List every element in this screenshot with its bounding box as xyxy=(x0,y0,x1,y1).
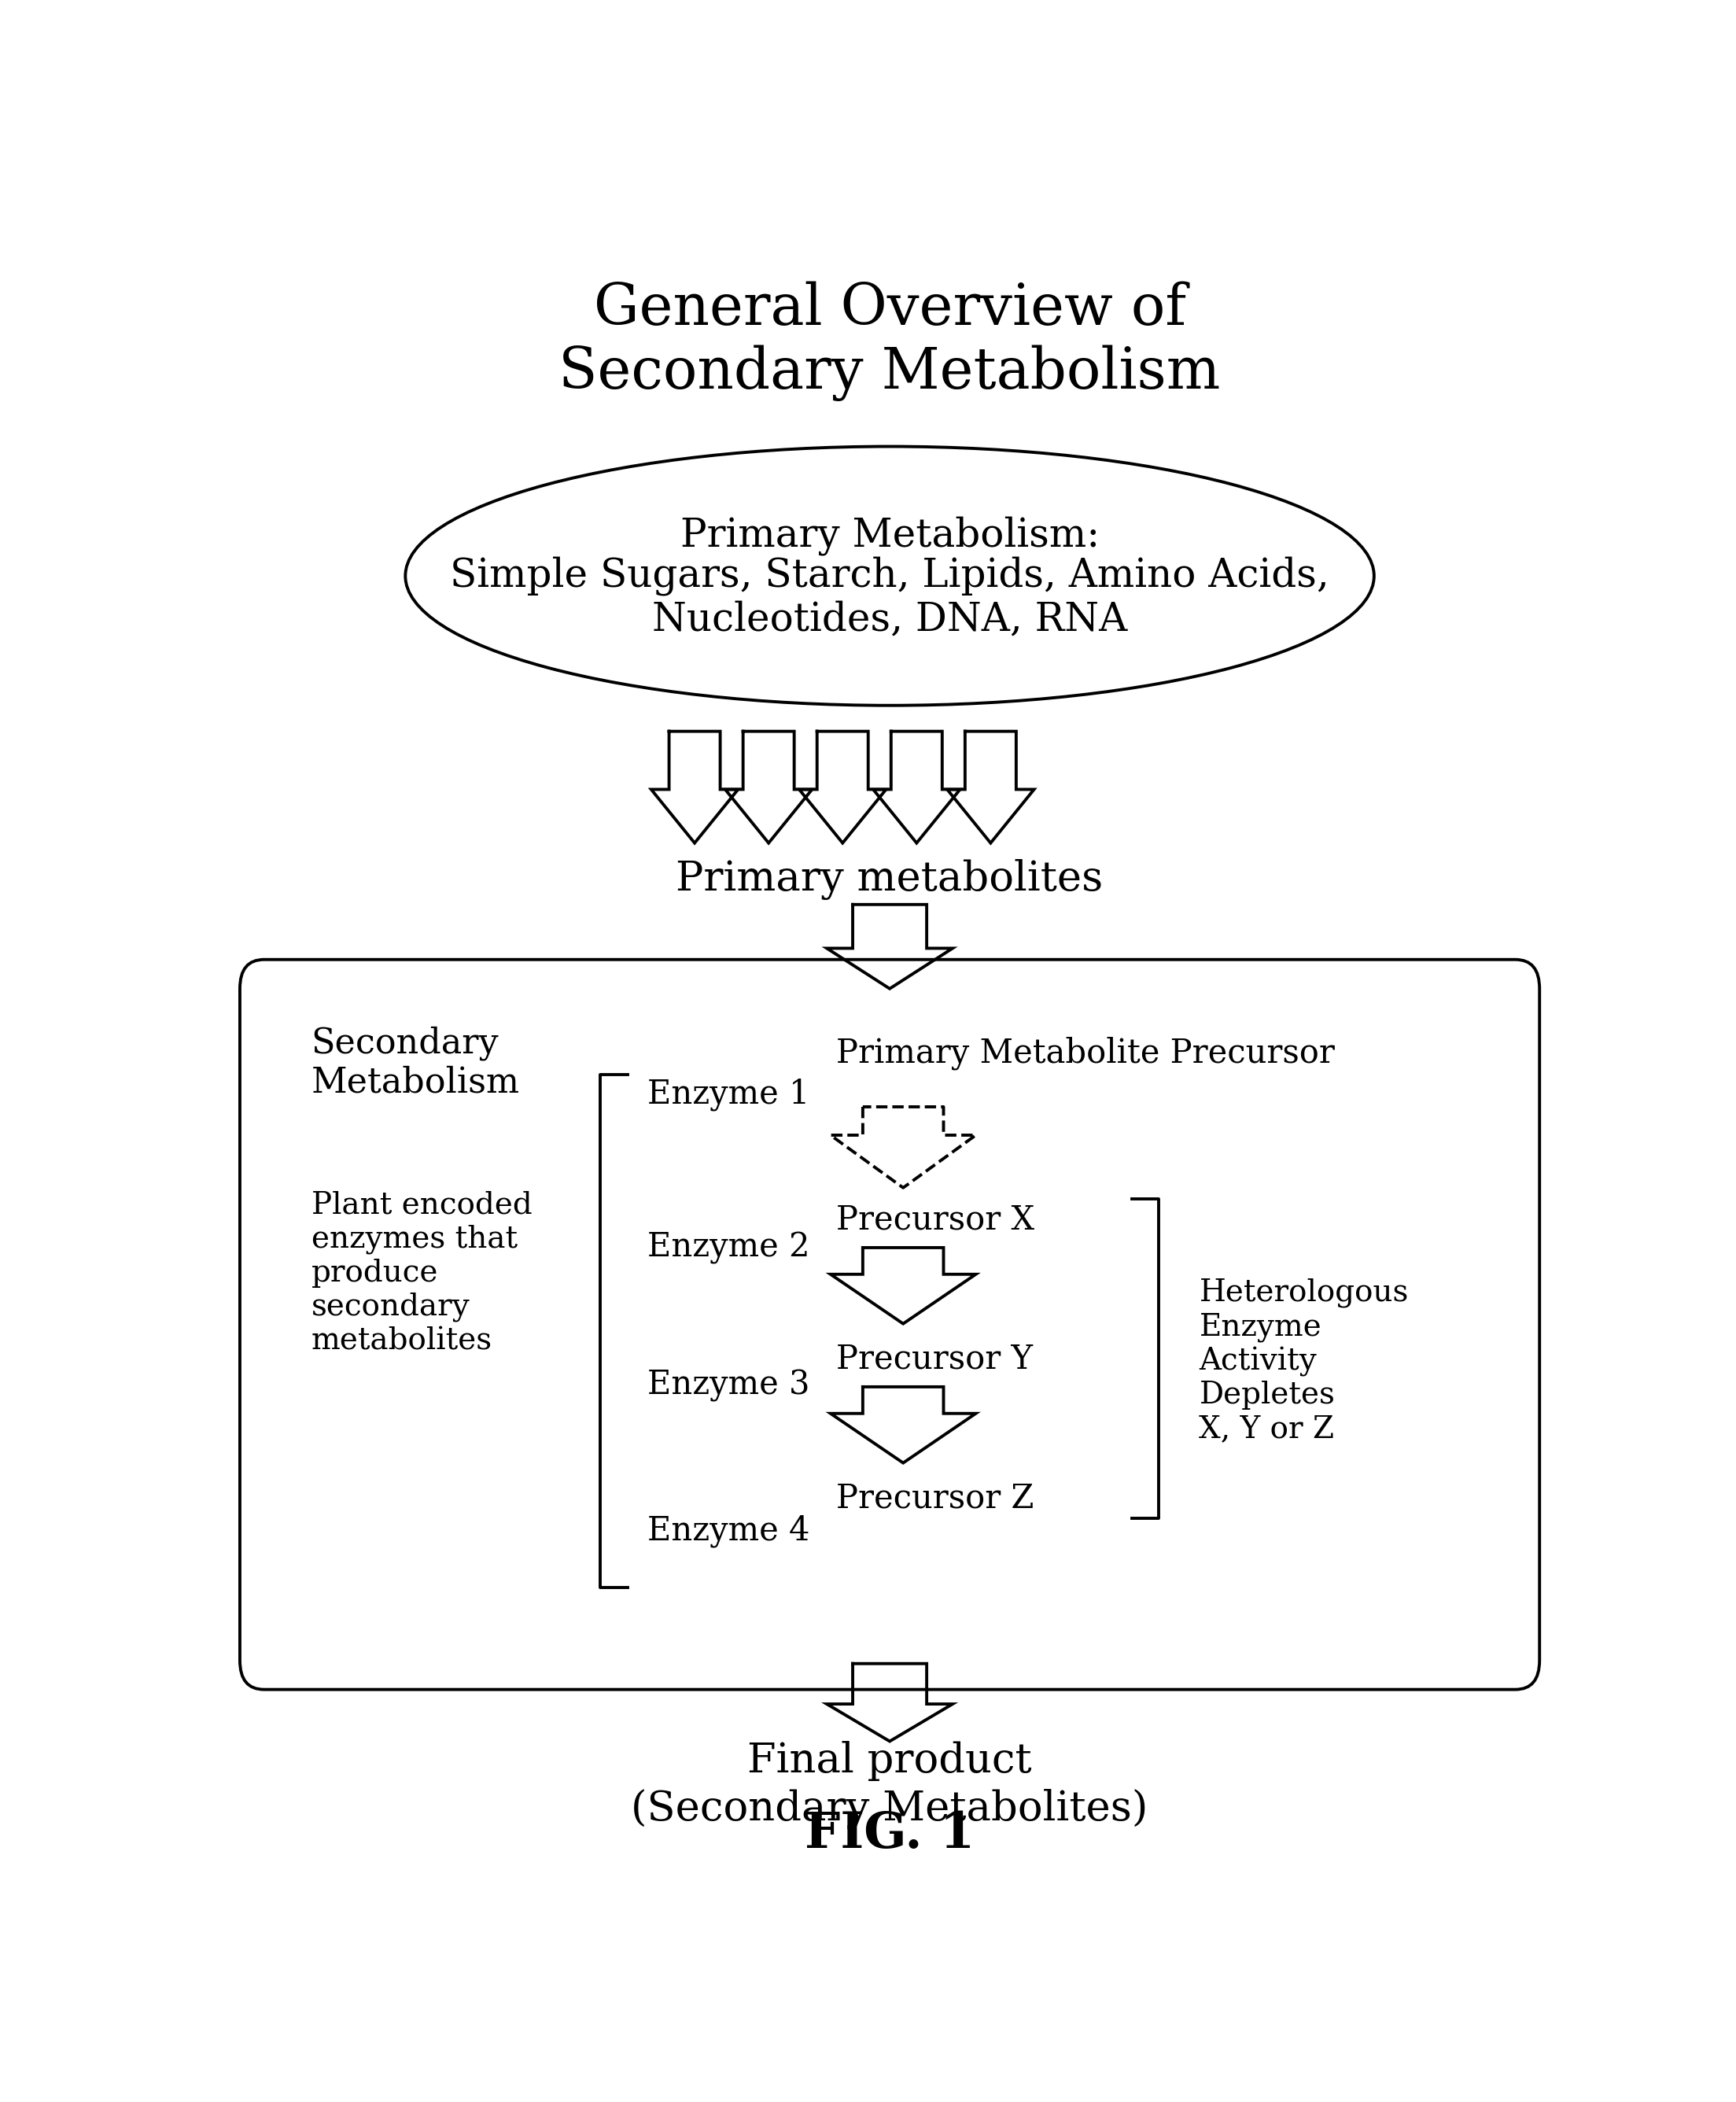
Text: Secondary
Metabolism: Secondary Metabolism xyxy=(311,1026,519,1099)
Text: Precursor Z: Precursor Z xyxy=(837,1482,1033,1516)
Text: Final product: Final product xyxy=(748,1740,1031,1780)
Text: General Overview of
Secondary Metabolism: General Overview of Secondary Metabolism xyxy=(559,282,1220,401)
Text: FIG. 1: FIG. 1 xyxy=(806,1810,974,1858)
Text: Plant encoded
enzymes that
produce
secondary
metabolites: Plant encoded enzymes that produce secon… xyxy=(311,1192,531,1356)
Text: Nucleotides, DNA, RNA: Nucleotides, DNA, RNA xyxy=(653,601,1127,639)
Text: Primary Metabolism:: Primary Metabolism: xyxy=(681,515,1099,555)
Text: Precursor X: Precursor X xyxy=(837,1204,1035,1236)
Text: Simple Sugars, Starch, Lipids, Amino Acids,: Simple Sugars, Starch, Lipids, Amino Aci… xyxy=(450,557,1330,595)
Text: Precursor Y: Precursor Y xyxy=(837,1343,1033,1377)
Text: Primary metabolites: Primary metabolites xyxy=(675,860,1104,900)
Text: Enzyme 2: Enzyme 2 xyxy=(648,1232,811,1263)
Ellipse shape xyxy=(406,446,1375,706)
Text: Enzyme 4: Enzyme 4 xyxy=(648,1513,811,1547)
Text: (Secondary Metabolites): (Secondary Metabolites) xyxy=(632,1789,1147,1829)
Text: Enzyme 1: Enzyme 1 xyxy=(648,1078,811,1110)
Text: Primary Metabolite Precursor: Primary Metabolite Precursor xyxy=(837,1036,1335,1070)
Text: Heterologous
Enzyme
Activity
Depletes
X, Y or Z: Heterologous Enzyme Activity Depletes X,… xyxy=(1200,1278,1408,1444)
FancyBboxPatch shape xyxy=(240,959,1540,1690)
Text: Enzyme 3: Enzyme 3 xyxy=(648,1368,811,1402)
